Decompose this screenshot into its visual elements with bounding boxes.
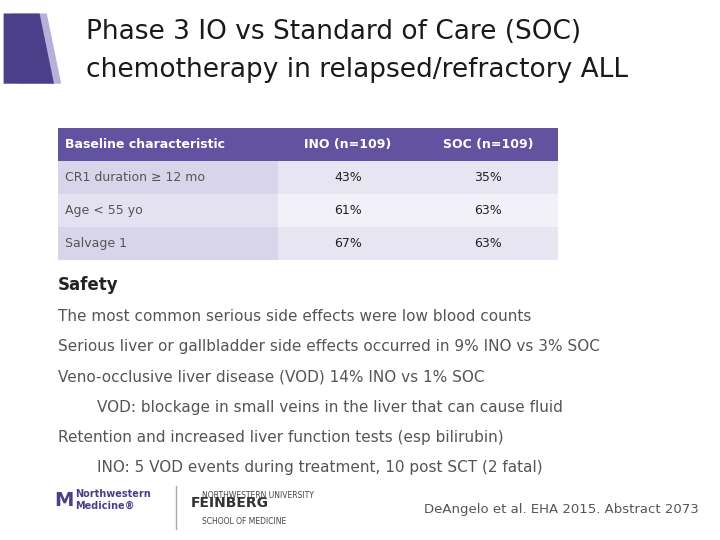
- Text: 61%: 61%: [334, 204, 362, 217]
- Text: 35%: 35%: [474, 171, 502, 184]
- Text: NORTHWESTERN UNIVERSITY: NORTHWESTERN UNIVERSITY: [202, 490, 313, 500]
- Text: Salvage 1: Salvage 1: [66, 237, 127, 250]
- Text: Safety: Safety: [58, 276, 118, 294]
- Text: Phase 3 IO vs Standard of Care (SOC): Phase 3 IO vs Standard of Care (SOC): [86, 19, 582, 45]
- Text: 67%: 67%: [334, 237, 362, 250]
- Text: Northwestern
Medicine®: Northwestern Medicine®: [76, 489, 151, 510]
- Text: The most common serious side effects were low blood counts: The most common serious side effects wer…: [58, 309, 531, 324]
- Text: FEINBERG: FEINBERG: [191, 496, 269, 510]
- Text: SOC (n=109): SOC (n=109): [443, 138, 534, 151]
- Text: CR1 duration ≥ 12 mo: CR1 duration ≥ 12 mo: [66, 171, 205, 184]
- Text: SCHOOL OF MEDICINE: SCHOOL OF MEDICINE: [202, 517, 286, 526]
- Text: 63%: 63%: [474, 237, 502, 250]
- Text: Veno-occlusive liver disease (VOD) 14% INO vs 1% SOC: Veno-occlusive liver disease (VOD) 14% I…: [58, 369, 484, 384]
- Text: Age < 55 yo: Age < 55 yo: [66, 204, 143, 217]
- Text: DeAngelo et al. EHA 2015. Abstract 2073: DeAngelo et al. EHA 2015. Abstract 2073: [423, 503, 698, 516]
- Text: Serious liver or gallbladder side effects occurred in 9% INO vs 3% SOC: Serious liver or gallbladder side effect…: [58, 339, 600, 354]
- Text: INO: 5 VOD events during treatment, 10 post SCT (2 fatal): INO: 5 VOD events during treatment, 10 p…: [97, 460, 543, 475]
- Text: M: M: [54, 491, 73, 510]
- Text: Baseline characteristic: Baseline characteristic: [66, 138, 225, 151]
- Text: 63%: 63%: [474, 204, 502, 217]
- Text: 43%: 43%: [334, 171, 362, 184]
- Text: chemotherapy in relapsed/refractory ALL: chemotherapy in relapsed/refractory ALL: [86, 57, 629, 83]
- Text: INO (n=109): INO (n=109): [305, 138, 392, 151]
- Text: Retention and increased liver function tests (esp bilirubin): Retention and increased liver function t…: [58, 430, 503, 444]
- Text: VOD: blockage in small veins in the liver that can cause fluid: VOD: blockage in small veins in the live…: [97, 400, 563, 415]
